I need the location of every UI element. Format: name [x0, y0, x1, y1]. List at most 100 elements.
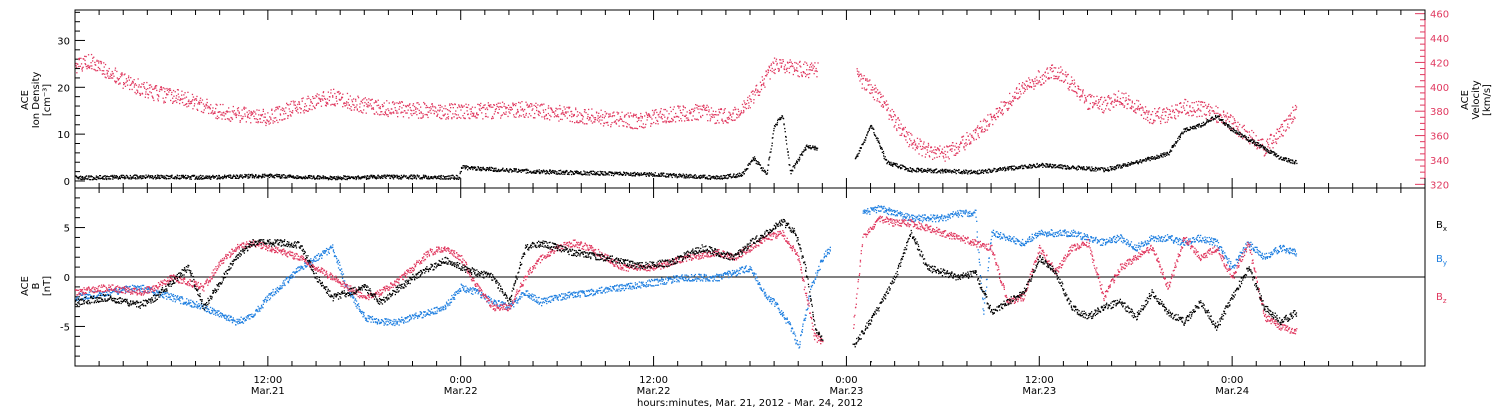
- velocity-series-point: [123, 74, 125, 76]
- density-series-point: [393, 174, 395, 176]
- velocity-series-point: [1233, 118, 1235, 120]
- velocity-series-point: [385, 114, 388, 116]
- velocity-series-point: [528, 104, 530, 106]
- density-series-point: [795, 163, 797, 165]
- velocity-series-point: [868, 80, 870, 82]
- density-series-point: [106, 178, 108, 181]
- density-series-point: [261, 175, 264, 178]
- density-series-point: [739, 173, 741, 175]
- velocity-series-point: [900, 123, 902, 125]
- velocity-series-point: [595, 111, 598, 113]
- density-series-point: [1120, 167, 1122, 169]
- density-series-point: [1119, 165, 1121, 167]
- density-series-point: [412, 175, 414, 178]
- density-series-point: [1165, 153, 1167, 155]
- density-series-point: [674, 176, 676, 178]
- velocity-series-point: [1150, 113, 1153, 116]
- velocity-series-point: [346, 101, 348, 103]
- velocity-series-point: [553, 111, 555, 113]
- velocity-series-point: [904, 126, 906, 129]
- velocity-series-point: [776, 64, 778, 66]
- velocity-series-point: [806, 69, 808, 71]
- density-series-point: [299, 176, 301, 178]
- velocity-series-point: [1041, 78, 1044, 80]
- velocity-series-point: [286, 102, 288, 104]
- velocity-series-point: [275, 106, 277, 109]
- velocity-series-point: [1220, 114, 1222, 116]
- velocity-series-point: [757, 90, 759, 92]
- velocity-series-point: [514, 104, 517, 107]
- velocity-series-point: [377, 113, 379, 115]
- velocity-series-point: [1089, 102, 1091, 105]
- velocity-series-point: [1055, 67, 1057, 69]
- density-series-point: [1048, 164, 1050, 166]
- velocity-series-point: [480, 107, 482, 110]
- velocity-series-point: [1193, 102, 1195, 104]
- density-series-point: [919, 168, 921, 170]
- velocity-series-point: [628, 116, 630, 118]
- velocity-series-point: [1021, 84, 1023, 86]
- density-series-point: [670, 175, 672, 177]
- velocity-series-point: [875, 91, 878, 93]
- density-series-point: [514, 169, 516, 171]
- velocity-series-point: [1135, 112, 1137, 114]
- velocity-series-point: [777, 67, 779, 70]
- velocity-series-point: [666, 110, 668, 112]
- velocity-series-point: [891, 119, 894, 121]
- velocity-series-point: [1157, 108, 1160, 110]
- velocity-series-point: [219, 111, 221, 113]
- density-series-point: [574, 170, 576, 172]
- density-series-point: [479, 168, 481, 171]
- velocity-series-point: [139, 94, 141, 96]
- density-series-point: [284, 175, 286, 177]
- density-series-point: [1069, 168, 1071, 170]
- velocity-series-point: [997, 111, 999, 113]
- density-series-point: [648, 172, 650, 174]
- density-series-point: [428, 178, 430, 180]
- velocity-series-point: [1089, 93, 1091, 96]
- velocity-series-point: [112, 77, 114, 79]
- velocity-series-point: [707, 106, 709, 108]
- density-series-point: [507, 169, 509, 171]
- velocity-series-point: [497, 102, 499, 104]
- velocity-series-point: [786, 70, 788, 72]
- velocity-series-point: [1011, 104, 1013, 107]
- velocity-series-point: [575, 108, 577, 111]
- velocity-series-point: [460, 117, 462, 119]
- velocity-series-point: [537, 111, 540, 113]
- velocity-series-point: [550, 115, 552, 118]
- velocity-series-point: [962, 139, 964, 141]
- velocity-series-point: [871, 89, 873, 91]
- velocity-series-point: [238, 111, 240, 113]
- velocity-series-point: [345, 102, 347, 104]
- velocity-series-point: [910, 140, 912, 142]
- density-series-point: [265, 174, 267, 176]
- velocity-series-point: [274, 121, 276, 123]
- velocity-series-point: [736, 113, 738, 115]
- density-series-point: [114, 177, 117, 179]
- density-series-point: [408, 178, 410, 180]
- velocity-series-point: [311, 102, 313, 104]
- velocity-series-point: [100, 61, 103, 63]
- velocity-series-point: [391, 112, 393, 114]
- velocity-series-point: [458, 105, 460, 107]
- density-series-point: [297, 177, 299, 179]
- velocity-series-point: [533, 104, 535, 107]
- velocity-series-point: [691, 108, 693, 110]
- density-series-point: [1169, 151, 1171, 153]
- density-series-point: [564, 172, 566, 174]
- density-series-point: [1042, 164, 1044, 166]
- density-series-point: [698, 175, 700, 177]
- density-series-point: [331, 176, 333, 178]
- density-series-point: [857, 153, 859, 155]
- density-series-point: [780, 116, 782, 119]
- density-series-point: [721, 177, 723, 179]
- density-series-point: [692, 175, 694, 177]
- velocity-series-point: [999, 108, 1001, 110]
- velocity-series-point: [1097, 102, 1099, 104]
- velocity-series-point: [881, 96, 883, 98]
- velocity-series-point: [512, 103, 514, 105]
- density-series-point: [277, 176, 279, 178]
- velocity-series-point: [1051, 71, 1053, 73]
- density-series-point: [1078, 165, 1080, 168]
